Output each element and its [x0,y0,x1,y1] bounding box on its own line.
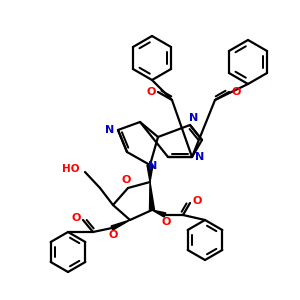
Text: O: O [192,196,202,206]
Text: O: O [231,87,241,97]
Polygon shape [152,210,166,217]
Text: N: N [148,161,158,171]
Text: O: O [146,87,156,97]
Text: N: N [195,152,205,162]
Text: O: O [161,217,171,227]
Polygon shape [149,182,154,210]
Text: O: O [71,213,81,223]
Text: O: O [121,175,131,185]
Text: O: O [108,230,118,240]
Text: N: N [189,113,199,123]
Polygon shape [147,165,153,182]
Polygon shape [111,220,130,230]
Text: N: N [105,125,115,135]
Text: HO: HO [62,164,80,174]
